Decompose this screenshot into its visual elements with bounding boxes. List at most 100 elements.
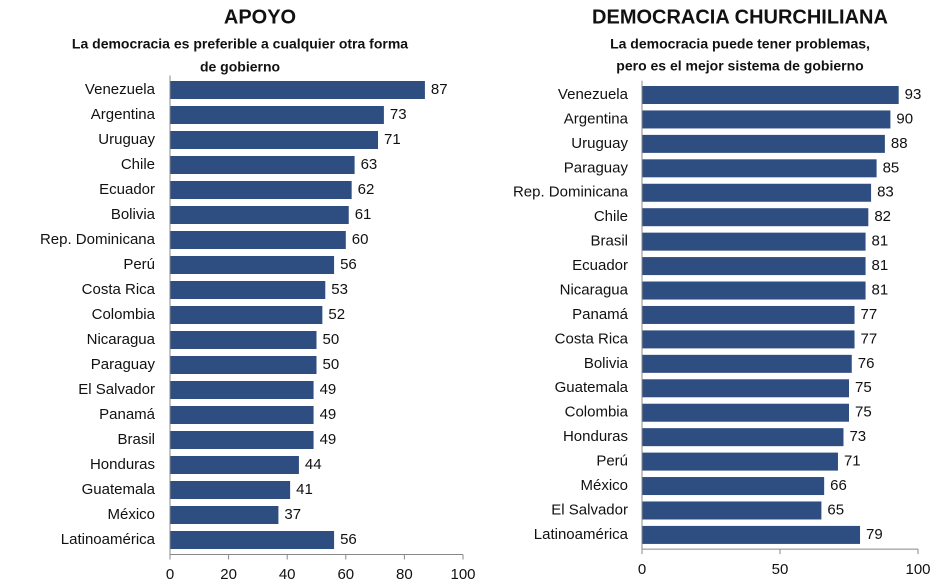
value-label: 81 (872, 233, 889, 250)
value-label: 77 (861, 330, 878, 347)
value-label: 56 (340, 256, 357, 273)
x-tick-label: 0 (166, 566, 174, 583)
category-label: Rep. Dominicana (40, 231, 156, 248)
value-label: 75 (855, 404, 872, 421)
category-label: Panamá (572, 306, 629, 323)
category-label: Brasil (117, 431, 155, 448)
bar (170, 131, 379, 149)
value-label: 93 (905, 86, 922, 103)
chart-title: DEMOCRACIA CHURCHILIANA (592, 6, 888, 28)
category-label: Honduras (90, 456, 155, 473)
bar (642, 159, 877, 178)
category-label: México (580, 477, 628, 494)
bar (642, 183, 872, 202)
bar (170, 231, 346, 249)
category-label: El Salvador (78, 381, 155, 398)
bar (642, 354, 852, 373)
bar (642, 305, 855, 324)
category-label: Panamá (99, 406, 156, 423)
bar (170, 506, 279, 524)
x-tick-label: 20 (220, 566, 237, 583)
bar (642, 281, 866, 300)
bar (170, 281, 326, 299)
category-label: Costa Rica (82, 281, 156, 298)
bar (170, 81, 425, 99)
bar (170, 381, 314, 399)
category-label: Chile (594, 208, 628, 225)
value-label: 88 (891, 135, 908, 152)
value-label: 82 (874, 208, 891, 225)
category-label: Colombia (565, 404, 629, 421)
x-tick-label: 100 (450, 566, 475, 583)
x-tick-label: 60 (337, 566, 354, 583)
bar (642, 110, 891, 129)
value-label: 73 (390, 106, 407, 123)
category-label: Paraguay (91, 356, 156, 373)
category-label: México (107, 506, 155, 523)
bar (170, 481, 291, 499)
bar (642, 208, 869, 227)
value-label: 50 (323, 331, 340, 348)
bar (170, 156, 355, 174)
value-label: 44 (305, 456, 322, 473)
category-label: Honduras (563, 428, 628, 445)
value-label: 50 (323, 356, 340, 373)
value-label: 77 (861, 306, 878, 323)
value-label: 66 (830, 477, 847, 494)
bar (642, 379, 849, 398)
x-tick-label: 100 (905, 561, 930, 578)
category-label: Ecuador (99, 181, 155, 198)
category-label: Nicaragua (87, 331, 156, 348)
bar (170, 306, 323, 324)
category-label: Bolivia (111, 206, 156, 223)
value-label: 83 (877, 184, 894, 201)
chart-subtitle: La democracia es preferible a cualquier … (72, 36, 408, 52)
category-label: Ecuador (572, 257, 628, 274)
category-label: Chile (121, 156, 155, 173)
category-label: Bolivia (584, 355, 629, 372)
chart-subtitle: pero es el mejor sistema de gobierno (616, 58, 863, 74)
bar (170, 256, 335, 274)
x-tick-label: 40 (279, 566, 296, 583)
category-label: Guatemala (555, 379, 629, 396)
value-label: 73 (849, 428, 866, 445)
category-label: Colombia (92, 306, 156, 323)
category-label: Guatemala (82, 481, 156, 498)
category-label: Rep. Dominicana (513, 184, 629, 201)
bar (642, 403, 849, 422)
category-label: Uruguay (98, 131, 155, 148)
bar (170, 456, 299, 474)
value-label: 61 (355, 206, 372, 223)
category-label: Latinoamérica (534, 526, 629, 543)
bar (170, 356, 317, 374)
value-label: 60 (352, 231, 369, 248)
value-label: 52 (328, 306, 345, 323)
x-tick-label: 50 (772, 561, 789, 578)
bar (642, 134, 885, 153)
category-label: El Salvador (551, 501, 628, 518)
category-label: Costa Rica (555, 330, 629, 347)
bar (642, 257, 866, 276)
chart-subtitle: de gobierno (200, 59, 280, 75)
category-label: Uruguay (571, 135, 628, 152)
bar (642, 452, 838, 471)
category-label: Perú (596, 453, 628, 470)
value-label: 81 (872, 257, 889, 274)
value-label: 37 (284, 506, 301, 523)
value-label: 53 (331, 281, 348, 298)
chart-subtitle: La democracia puede tener problemas, (610, 36, 870, 52)
bar (170, 181, 352, 199)
category-label: Argentina (91, 106, 156, 123)
bar (170, 406, 314, 424)
x-tick-label: 0 (638, 561, 646, 578)
category-label: Venezuela (558, 86, 629, 103)
bar (642, 86, 899, 104)
value-label: 90 (896, 110, 913, 127)
bar (170, 206, 349, 224)
value-label: 75 (855, 379, 872, 396)
value-label: 65 (827, 501, 844, 518)
bar (170, 106, 384, 124)
value-label: 49 (320, 381, 337, 398)
bar (170, 331, 317, 349)
